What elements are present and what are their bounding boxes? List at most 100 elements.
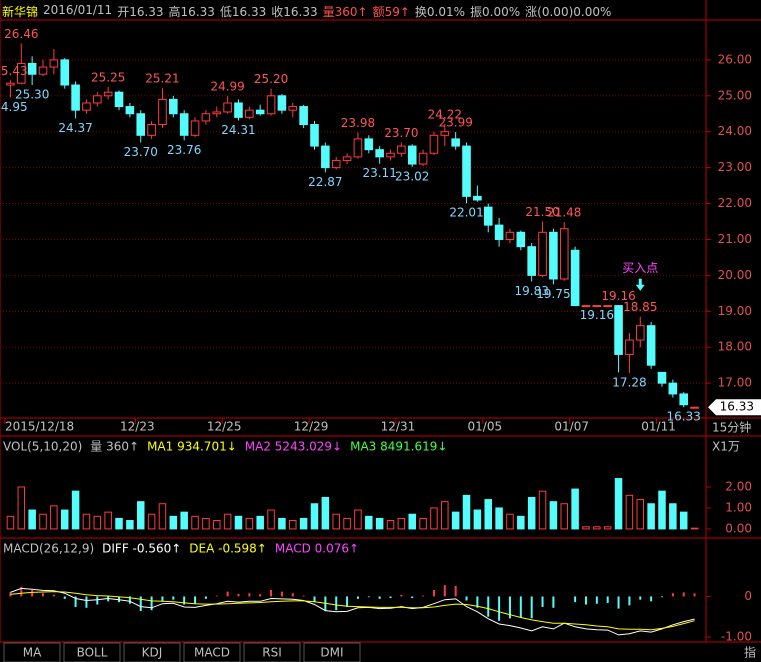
volume-bar: [299, 517, 308, 530]
header-item: 振0.00%: [470, 5, 521, 19]
volume-bar: [136, 501, 145, 530]
header-item: 额59↑: [372, 5, 410, 19]
volume-bar: [430, 507, 438, 530]
candle-body: [82, 102, 91, 111]
candle-body: [27, 62, 37, 75]
candle-body: [299, 106, 308, 126]
candle-body: [212, 111, 222, 115]
volume-bar: [39, 513, 47, 530]
volume-bar: [560, 503, 569, 530]
macd-line: [10, 587, 695, 636]
x-tick-label: 12/25: [207, 420, 242, 434]
candle-body: [245, 109, 254, 118]
volume-bar: [267, 509, 275, 530]
candle-body: [418, 152, 428, 165]
volume-bar: [517, 515, 525, 530]
y-tick-label: 0.00: [725, 521, 752, 535]
volume-bar: [506, 513, 514, 530]
tab[interactable]: [303, 642, 361, 662]
volume-bar: [191, 515, 199, 530]
period-label: 15分钟: [712, 420, 751, 435]
y-tick-label: -1.00: [721, 629, 752, 643]
candle-body: [516, 231, 526, 248]
extreme-label: 24.31: [221, 123, 255, 137]
volume-bar: [332, 513, 340, 530]
candle-body: [494, 224, 504, 240]
candle-body: [125, 106, 135, 115]
volume-bar: [441, 501, 449, 530]
y-tick-label: 21.00: [718, 232, 752, 246]
candle-body: [505, 231, 515, 240]
volume-bar: [527, 496, 536, 530]
candle-body: [179, 113, 189, 136]
candle-body: [646, 325, 656, 366]
header-item: 收16.33: [271, 5, 318, 19]
extreme-label: 22.87: [308, 175, 342, 189]
volume-bar: [354, 509, 362, 530]
volume-bar: [223, 513, 232, 530]
extreme-label: 21.50: [525, 205, 559, 219]
header-item: 开16.33: [117, 5, 164, 19]
volume-bar: [50, 505, 58, 530]
candle-body: [255, 109, 265, 115]
volume-bar: [571, 488, 579, 530]
tab[interactable]: [3, 642, 61, 662]
y-tick-label: 2.00: [725, 479, 752, 493]
extreme-label: 26.46: [4, 27, 38, 41]
volume-bar: [104, 511, 112, 530]
candle-body: [625, 339, 634, 355]
extreme-label: 22.01: [449, 206, 483, 220]
volume-bar: [321, 496, 330, 530]
header-item: 换0.01%: [414, 5, 466, 19]
candle-body: [331, 159, 341, 169]
volume-bar: [213, 520, 221, 530]
candle-body: [364, 138, 374, 151]
candle-body: [342, 156, 352, 161]
volume-bar: [419, 517, 427, 530]
x-tick-label: 01/07: [554, 420, 589, 434]
volume-bar: [473, 509, 482, 530]
tab-label: BOLL: [77, 646, 108, 660]
tab[interactable]: [63, 642, 121, 662]
callout-label: 买入点: [622, 261, 658, 275]
candle-body: [538, 231, 547, 276]
tab[interactable]: [183, 642, 241, 662]
extreme-label: 23.76: [167, 143, 201, 157]
quote-header: 新华锦 2016/01/11 开16.33 高16.33 低16.33 收16.33 量36…: [2, 3, 611, 20]
volume-bar: [495, 507, 503, 530]
volume-bar: [245, 517, 254, 530]
legend-item: DEA -0.598↑: [189, 542, 267, 556]
volume-bar: [549, 501, 558, 530]
volume-bar: [397, 517, 406, 530]
candle-body: [614, 305, 623, 355]
x-tick-label: 12/23: [120, 420, 155, 434]
volume-bar: [169, 515, 178, 530]
corner-label: 指: [744, 645, 756, 660]
volume-bar: [593, 526, 601, 530]
volume-bar: [126, 520, 134, 530]
candle-body: [429, 134, 439, 154]
tab[interactable]: [123, 642, 181, 662]
candle-body: [592, 305, 602, 308]
extreme-label: 17.28: [612, 376, 646, 390]
candle-body: [93, 95, 102, 104]
candle-body: [353, 138, 363, 158]
volume-bar: [6, 515, 15, 530]
candle-body: [223, 102, 232, 113]
volume-bar: [658, 490, 666, 530]
candle-body: [71, 84, 80, 111]
volume-bar: [158, 503, 167, 530]
extreme-label: 24.37: [58, 121, 92, 135]
extreme-label: 21.48: [547, 206, 581, 220]
candle-body: [310, 124, 319, 147]
header-item: 高16.33: [168, 5, 215, 19]
tab[interactable]: [243, 642, 301, 662]
candle-body: [386, 152, 395, 158]
extreme-label: 25.43: [0, 64, 28, 78]
volume-bar: [679, 511, 688, 530]
y-tick-label: 17.00: [718, 376, 752, 390]
legend-item: MACD(26,12,9): [3, 542, 94, 556]
x-tick-label: 12/31: [381, 420, 416, 434]
candle-body: [407, 145, 417, 165]
